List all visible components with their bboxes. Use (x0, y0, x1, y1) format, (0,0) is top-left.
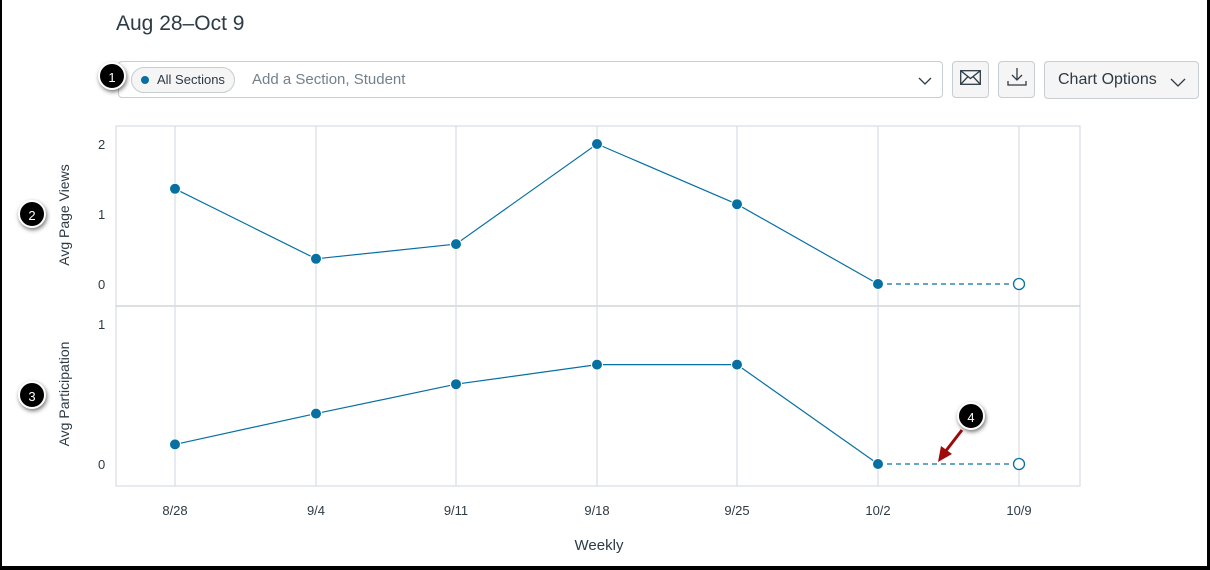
x-tick: 9/18 (584, 503, 610, 518)
chart-series (169, 138, 1026, 471)
y-axis-label-participation: Avg Participation (56, 341, 72, 447)
callout-badge-3: 3 (18, 381, 46, 409)
chip-label: All Sections (157, 72, 225, 87)
section-student-filter[interactable]: All Sections Add a Section, Student (118, 61, 943, 98)
y-tick: 1 (98, 317, 106, 332)
y-tick: 0 (98, 277, 106, 292)
x-tick: 9/25 (724, 503, 750, 518)
x-tick: 9/4 (306, 503, 326, 518)
callout-badge-1: 1 (98, 62, 126, 90)
y-tick: 0 (98, 457, 106, 472)
envelope-icon (960, 69, 981, 90)
x-tick: 10/9 (1006, 503, 1032, 518)
annotation-arrow-icon (938, 429, 964, 462)
callout-badge-2: 2 (18, 200, 46, 228)
message-students-button[interactable] (952, 61, 989, 98)
x-tick: 10/2 (865, 503, 891, 518)
download-button[interactable] (998, 61, 1035, 98)
x-axis-label: Weekly (574, 537, 624, 554)
all-sections-chip[interactable]: All Sections (131, 67, 235, 93)
date-range-title: Aug 28–Oct 9 (116, 12, 245, 35)
chevron-down-icon (1170, 74, 1186, 92)
x-tick: 8/28 (162, 503, 188, 518)
section-dot-icon (141, 76, 149, 84)
download-icon (1006, 67, 1027, 92)
chart-grid (115, 125, 1081, 487)
y-tick: 2 (98, 137, 106, 152)
y-axis-label-page-views: Avg Page Views (56, 164, 72, 266)
chart-options-label: Chart Options (1058, 71, 1157, 88)
chart-options-button[interactable]: Chart Options (1044, 61, 1199, 99)
chevron-down-icon[interactable] (918, 73, 932, 91)
x-tick: 9/11 (443, 503, 469, 518)
filter-placeholder: Add a Section, Student (252, 71, 406, 88)
y-tick: 1 (98, 207, 106, 222)
callout-badge-4: 4 (957, 402, 985, 430)
